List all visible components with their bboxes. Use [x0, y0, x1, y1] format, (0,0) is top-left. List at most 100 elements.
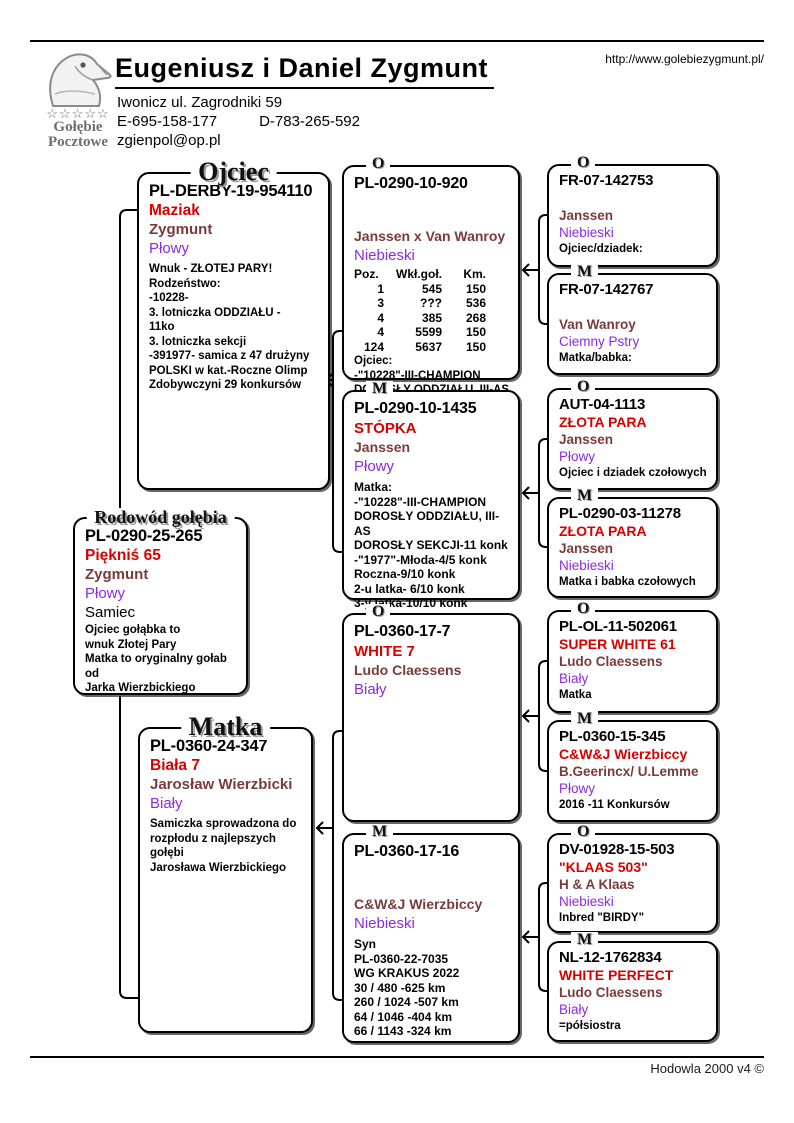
color-trait: Biały — [150, 795, 183, 812]
color-trait: Płowy — [354, 458, 395, 475]
cell-poz: 3 — [377, 296, 384, 310]
cell-wkl: 5599 — [415, 325, 442, 339]
color-trait: Płowy — [559, 449, 596, 464]
ring-number: PL-0360-17-7 — [354, 623, 451, 640]
ring-number: PL-0290-10-1435 — [354, 400, 477, 417]
color-trait: Biały — [354, 681, 387, 698]
cell-poz: 4 — [377, 325, 384, 339]
ring-number: FR-07-142753 — [559, 172, 654, 189]
pigeon-name — [559, 190, 712, 207]
ring-number: AUT-04-1113 — [559, 396, 646, 413]
cell-wkl: 5637 — [415, 339, 442, 354]
cell-km: 150 — [465, 325, 486, 339]
dam-mark: M — [571, 488, 599, 504]
color-trait: Płowy — [149, 240, 190, 257]
pigeon-name — [354, 876, 514, 895]
pigeon-name: Biała 7 — [150, 757, 200, 774]
pigeon-name: ZŁOTA PARA — [559, 414, 647, 430]
dam-mark: M — [366, 824, 394, 840]
col-header-poz: Poz. — [354, 267, 379, 281]
race-results-table: Poz. Wkł.goł. Km. 1 545 150 3 ??? 536 4 … — [354, 267, 492, 354]
box-ggparent-fmm: M PL-0290-03-11278 ZŁOTA PARA Janssen Ni… — [547, 488, 718, 598]
pigeon-name: Maziak — [149, 202, 200, 219]
notes-text: Syn PL-0360-22-7035 WG KRAKUS 2022 30 / … — [354, 937, 460, 1038]
sire-mark: O — [571, 379, 596, 395]
box-ggparent-mmf: O DV-01928-15-503 "KLAAS 503" H & A Klaa… — [547, 824, 718, 933]
box-ggparent-mfm: M PL-0360-15-345 C&W&J Wierzbiccy B.Geer… — [547, 711, 718, 822]
ring-number: FR-07-142767 — [559, 281, 654, 298]
sire-mark: O — [571, 155, 596, 171]
breeder-name: Jarosław Wierzbicki — [150, 776, 293, 793]
website-url: http://www.golebiezygmunt.pl/ — [605, 52, 764, 66]
pigeon-name: Piękniś 65 — [85, 547, 161, 564]
color-trait: Płowy — [85, 585, 126, 602]
table-row: 3 ??? 536 — [354, 296, 492, 311]
phone-numbers: E-695-158-177 D-783-265-592 — [117, 113, 360, 130]
pigeon-name: SUPER WHITE 61 — [559, 636, 676, 652]
phone-d: D-783-265-592 — [259, 113, 360, 130]
logo-stars: ☆☆☆☆☆ — [46, 106, 110, 121]
box-ggparent-mmm: M NL-12-1762834 WHITE PERFECT Ludo Claes… — [547, 932, 718, 1042]
box-granddam-maternal: M PL-0360-17-16 C&W&J Wierzbiccy Niebies… — [342, 824, 520, 1043]
box-grandsire-paternal: O PL-0290-10-920 Janssen x Van Wanroy Ni… — [342, 156, 520, 396]
ring-number: PL-0360-15-345 — [559, 728, 666, 745]
notes-text: Wnuk - ZŁOTEJ PARY! Rodzeństwo: -10228- … — [149, 263, 310, 391]
pigeon-name: STÓPKA — [354, 420, 417, 437]
breeder-name: Ludo Claessens — [559, 985, 663, 1000]
table-row: 1 545 150 — [354, 282, 492, 297]
table-row: 4 385 268 — [354, 311, 492, 326]
breeder-name: Zygmunt — [85, 566, 149, 583]
box-subject: Rodowód gołębia PL-0290-25-265 Piękniś 6… — [73, 508, 248, 695]
breeder-name: Janssen — [559, 541, 614, 556]
dam-mark: M — [366, 381, 394, 397]
breeder-name: H & A Klaas — [559, 877, 635, 892]
pigeon-name: WHITE PERFECT — [559, 967, 674, 983]
color-trait: Płowy — [559, 781, 596, 796]
sex-line: Samiec — [85, 604, 136, 621]
subject-label: Rodowód gołębia — [86, 508, 235, 526]
logo-text-line2: Pocztowe — [48, 134, 108, 150]
father-label: Ojciec — [190, 159, 277, 185]
color-trait: Biały — [559, 671, 589, 686]
color-trait: Niebieski — [354, 915, 415, 932]
notes-text: Samiczka sprowadzona do rozpłodu z najle… — [150, 818, 297, 874]
notes-text: Inbred "BIRDY" — [559, 912, 645, 924]
sire-mark: O — [366, 156, 391, 172]
dam-mark: M — [571, 264, 599, 280]
pigeon-name: "KLAAS 503" — [559, 859, 648, 875]
col-header-km: Km. — [463, 267, 486, 281]
sire-mark: O — [571, 824, 596, 840]
breeder-name: Ludo Claessens — [354, 662, 462, 678]
sire-mark: O — [366, 604, 391, 620]
breeder-name: Janssen — [559, 208, 614, 223]
ring-number: NL-12-1762834 — [559, 949, 662, 966]
dam-mark: M — [571, 932, 599, 948]
box-ggparent-fmf: O AUT-04-1113 ZŁOTA PARA Janssen Płowy O… — [547, 379, 718, 490]
ring-number: PL-0290-03-11278 — [559, 505, 681, 522]
pigeon-name — [559, 299, 712, 316]
cell-km: 150 — [465, 339, 486, 354]
loft-logo: ☆☆☆☆☆ Gołębie Pocztowe — [36, 50, 120, 150]
color-trait: Niebieski — [559, 894, 614, 909]
pigeon-name — [354, 208, 514, 227]
ring-number: PL-0290-10-920 — [354, 175, 468, 192]
cell-km: 150 — [465, 281, 486, 296]
box-granddam-paternal: M PL-0290-10-1435 STÓPKA Janssen Płowy M… — [342, 381, 520, 625]
phone-e: E-695-158-177 — [117, 113, 218, 130]
cell-wkl: 385 — [421, 310, 442, 325]
box-ggparent-mff: O PL-OL-11-502061 SUPER WHITE 61 Ludo Cl… — [547, 601, 718, 713]
software-credit: Hodowla 2000 v4 © — [650, 1061, 764, 1076]
notes-text: Ojciec gołąbka to wnuk Złotej Pary Matka… — [85, 624, 227, 694]
address-line: Iwonicz ul. Zagrodniki 59 — [117, 94, 283, 111]
ring-number: PL-0290-25-265 — [85, 527, 203, 545]
logo-text-line1: Gołębie — [53, 119, 103, 135]
top-rule — [30, 40, 764, 42]
color-trait: Niebieski — [559, 558, 614, 573]
breeder-name: Ludo Claessens — [559, 654, 663, 669]
breeder-name: Janssen x Van Wanroy — [354, 228, 506, 244]
mother-label: Matka — [180, 714, 271, 740]
breeder-name: Van Wanroy — [559, 317, 636, 332]
cell-wkl: ??? — [420, 296, 442, 310]
box-ggparent-ffm: M FR-07-142767 Van Wanroy Ciemny Pstry M… — [547, 264, 718, 375]
